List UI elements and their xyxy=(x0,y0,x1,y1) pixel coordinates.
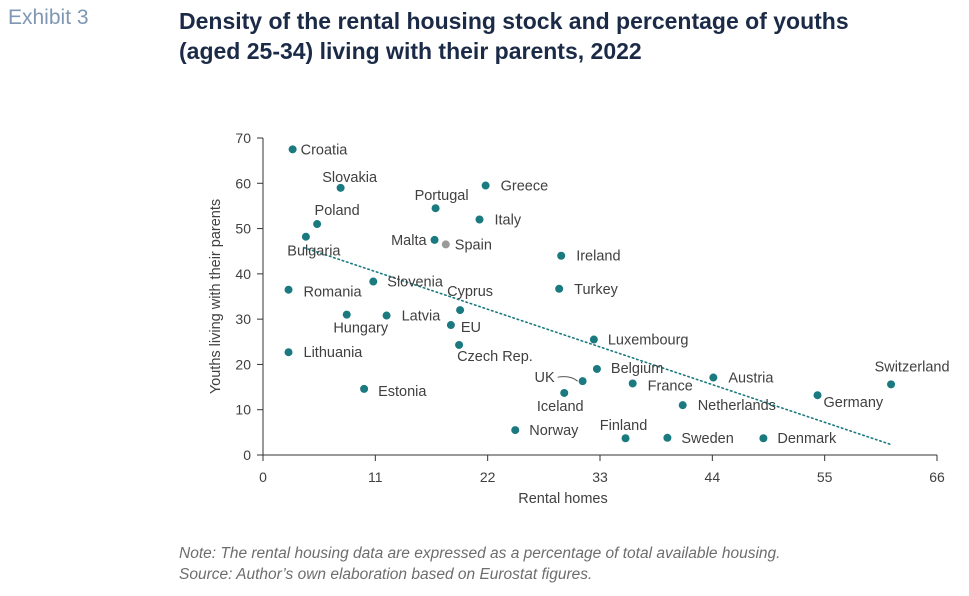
y-tick-label: 0 xyxy=(243,447,251,463)
point-label-norway: Norway xyxy=(529,423,579,439)
point-label-bulgaria: Bulgaria xyxy=(287,244,341,260)
point-label-netherlands: Netherlands xyxy=(698,398,776,414)
y-tick-label: 20 xyxy=(235,356,251,372)
x-tick-label: 0 xyxy=(259,469,267,485)
point-label-sweden: Sweden xyxy=(681,431,733,447)
x-tick-label: 11 xyxy=(368,469,383,485)
point-eu xyxy=(446,321,455,330)
point-label-uk: UK xyxy=(534,370,554,386)
point-label-slovakia: Slovakia xyxy=(322,170,378,186)
point-label-finland: Finland xyxy=(600,418,648,434)
point-ireland xyxy=(557,251,566,260)
point-portugal xyxy=(431,204,440,213)
point-germany xyxy=(813,391,822,400)
x-tick-label: 22 xyxy=(480,469,496,485)
point-label-greece: Greece xyxy=(501,179,549,195)
note-text: Note: The rental housing data are expres… xyxy=(179,545,781,562)
point-label-hungary: Hungary xyxy=(333,321,389,337)
point-austria xyxy=(709,373,718,382)
point-label-lithuania: Lithuania xyxy=(304,345,364,361)
point-label-eu: EU xyxy=(461,320,481,336)
point-netherlands xyxy=(678,401,687,410)
chart-title: Density of the rental housing stock and … xyxy=(179,6,959,66)
point-label-austria: Austria xyxy=(728,371,774,387)
point-hungary xyxy=(342,310,351,319)
x-tick-label: 66 xyxy=(929,469,945,485)
point-sweden xyxy=(663,433,672,442)
point-label-romania: Romania xyxy=(304,285,363,301)
point-label-luxembourg: Luxembourg xyxy=(608,333,689,349)
point-luxembourg xyxy=(589,335,598,344)
point-finland xyxy=(621,434,630,443)
point-spain xyxy=(441,240,450,249)
point-label-croatia: Croatia xyxy=(301,142,349,158)
point-norway xyxy=(511,426,520,435)
exhibit-label: Exhibit 3 xyxy=(8,6,89,29)
chart-title-line-1: Density of the rental housing stock and … xyxy=(179,8,849,34)
source-text: Source: Author’s own elaboration based o… xyxy=(179,566,593,583)
point-cyprus xyxy=(456,306,465,315)
y-tick-label: 50 xyxy=(235,221,251,237)
footnote: Note: The rental housing data are expres… xyxy=(179,543,780,585)
point-switzerland xyxy=(887,380,896,389)
point-label-ireland: Ireland xyxy=(576,249,620,265)
point-uk xyxy=(578,377,587,386)
point-malta xyxy=(430,235,439,244)
point-romania xyxy=(284,285,293,294)
y-tick-label: 40 xyxy=(235,266,251,282)
point-croatia xyxy=(288,145,297,154)
uk-leader-line xyxy=(557,376,578,382)
point-label-estonia: Estonia xyxy=(378,384,427,400)
point-slovenia xyxy=(369,277,378,286)
y-axis-label: Youths living with their parents xyxy=(208,199,224,394)
point-belgium xyxy=(592,364,601,373)
trend-line xyxy=(303,246,892,446)
point-poland xyxy=(313,220,322,229)
y-tick-label: 10 xyxy=(235,402,251,418)
point-label-germany: Germany xyxy=(824,395,884,411)
point-label-switzerland: Switzerland xyxy=(875,359,950,375)
point-latvia xyxy=(382,311,391,320)
point-label-czech-rep: Czech Rep. xyxy=(457,349,533,365)
point-label-latvia: Latvia xyxy=(402,309,442,325)
point-estonia xyxy=(360,384,369,393)
point-label-italy: Italy xyxy=(494,213,521,229)
point-label-spain: Spain xyxy=(455,237,492,253)
point-slovakia xyxy=(336,183,345,192)
point-iceland xyxy=(560,388,569,397)
point-france xyxy=(628,379,637,388)
point-label-portugal: Portugal xyxy=(415,188,469,204)
point-label-malta: Malta xyxy=(391,233,427,249)
point-label-slovenia: Slovenia xyxy=(387,275,444,291)
point-bulgaria xyxy=(301,232,310,241)
point-label-cyprus: Cyprus xyxy=(447,284,493,300)
y-tick-label: 60 xyxy=(235,175,251,191)
point-turkey xyxy=(555,284,564,293)
point-label-denmark: Denmark xyxy=(777,431,837,447)
point-label-poland: Poland xyxy=(315,203,360,219)
point-denmark xyxy=(759,434,768,443)
x-tick-label: 44 xyxy=(705,469,721,485)
point-label-turkey: Turkey xyxy=(574,282,619,298)
x-tick-label: 55 xyxy=(817,469,833,485)
point-italy xyxy=(475,215,484,224)
x-axis-label: Rental homes xyxy=(518,491,607,507)
point-lithuania xyxy=(284,348,293,357)
y-tick-label: 30 xyxy=(235,311,251,327)
y-tick-label: 70 xyxy=(235,130,251,146)
x-tick-label: 33 xyxy=(592,469,608,485)
point-greece xyxy=(481,181,490,190)
chart-title-line-2: (aged 25-34) living with their parents, … xyxy=(179,38,642,64)
point-label-iceland: Iceland xyxy=(537,399,584,415)
point-czech-rep xyxy=(455,340,464,349)
point-label-france: France xyxy=(648,378,693,394)
scatter-chart: 0 10 20 30 40 50 60 70 0 11 22 33 44 55 66 Rental homes… xyxy=(208,130,950,507)
point-label-belgium: Belgium xyxy=(611,361,663,377)
